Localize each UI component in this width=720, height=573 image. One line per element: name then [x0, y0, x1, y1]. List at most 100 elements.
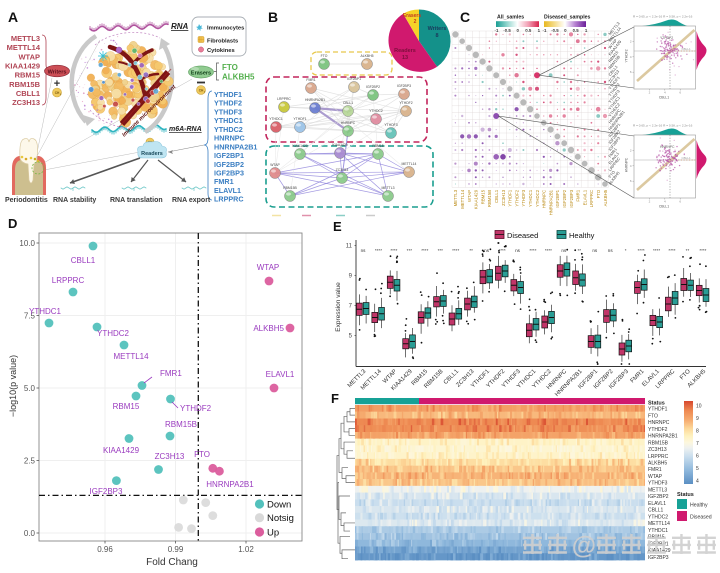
- svg-text:5: 5: [696, 466, 699, 472]
- svg-text:WTAP: WTAP: [257, 263, 280, 272]
- svg-text:HNRNPC: HNRNPC: [648, 420, 670, 426]
- svg-text:LRPPRC: LRPPRC: [214, 195, 244, 204]
- svg-text:RBM15B: RBM15B: [648, 440, 669, 446]
- svg-text:YTHDC2: YTHDC2: [214, 125, 243, 134]
- svg-text:****: ****: [421, 248, 428, 253]
- svg-text:METTL3: METTL3: [453, 189, 458, 206]
- svg-text:RBM15B: RBM15B: [283, 186, 297, 190]
- svg-text:LRPPRC: LRPPRC: [648, 454, 669, 460]
- svg-text:HNRNPA2B1: HNRNPA2B1: [548, 189, 553, 215]
- svg-text:0.99: 0.99: [168, 545, 184, 554]
- svg-text:IGF2BP3: IGF2BP3: [397, 84, 411, 88]
- svg-text:2: 2: [414, 19, 417, 25]
- svg-text:***: ***: [438, 248, 444, 253]
- svg-text:RBM15: RBM15: [113, 402, 140, 411]
- svg-text:8: 8: [435, 33, 438, 39]
- svg-text:****: ****: [545, 248, 552, 253]
- svg-text:CBLL1: CBLL1: [343, 101, 353, 105]
- svg-text:CBLL1: CBLL1: [659, 205, 669, 209]
- svg-text:HNRNPC: HNRNPC: [542, 190, 547, 208]
- svg-text:RNA export: RNA export: [172, 197, 211, 204]
- svg-text:13: 13: [402, 55, 408, 61]
- svg-text:YTHDF2: YTHDF2: [660, 36, 673, 40]
- svg-text:KIAA1429: KIAA1429: [292, 144, 307, 148]
- svg-text:Erasers: Erasers: [403, 13, 422, 19]
- svg-text:HNRNPA2B1: HNRNPA2B1: [648, 434, 678, 440]
- svg-text:YTHDF2: YTHDF2: [399, 101, 412, 105]
- svg-text:CBLL1: CBLL1: [607, 64, 619, 77]
- svg-text:METTL3: METTL3: [11, 34, 40, 43]
- svg-text:FTO: FTO: [222, 63, 238, 72]
- svg-text:FMR1: FMR1: [214, 177, 234, 186]
- svg-text:Status: Status: [648, 401, 665, 407]
- svg-text:ZC3H13: ZC3H13: [12, 98, 40, 107]
- svg-text:11: 11: [346, 244, 353, 250]
- svg-text:6: 6: [679, 91, 681, 95]
- svg-text:Readers: Readers: [141, 151, 163, 157]
- svg-text:YTHDC1: YTHDC1: [528, 189, 533, 207]
- svg-text:Up: Up: [267, 528, 279, 539]
- svg-text:6: 6: [630, 70, 632, 74]
- svg-text:ALKBH5: ALKBH5: [222, 73, 255, 82]
- svg-text:ns: ns: [484, 248, 490, 253]
- svg-text:HNRNPC: HNRNPC: [214, 134, 245, 143]
- svg-text:FMR1: FMR1: [648, 467, 662, 473]
- svg-text:IGF2BP3: IGF2BP3: [648, 555, 669, 561]
- svg-text:METTL3: METTL3: [648, 487, 667, 493]
- svg-text:KIAA1429: KIAA1429: [332, 143, 347, 147]
- svg-text:Writers: Writers: [428, 26, 447, 32]
- svg-text:*: *: [625, 248, 627, 253]
- svg-text:****: ****: [638, 248, 645, 253]
- svg-text:FMR1: FMR1: [607, 146, 618, 158]
- svg-text:ns: ns: [592, 248, 598, 253]
- svg-text:0.5: 0.5: [573, 28, 580, 33]
- svg-text:RBM15B: RBM15B: [9, 80, 40, 89]
- svg-text:WTAP: WTAP: [467, 190, 472, 202]
- svg-text:Diseased_samples: Diseased_samples: [544, 15, 591, 21]
- svg-text:CBLL1: CBLL1: [648, 508, 664, 514]
- svg-text:FTO: FTO: [596, 189, 601, 198]
- svg-text:KIAA1429: KIAA1429: [103, 446, 140, 455]
- svg-text:ZC3H13: ZC3H13: [501, 189, 506, 206]
- svg-text:5: 5: [349, 334, 353, 340]
- svg-text:-1: -1: [543, 28, 547, 33]
- svg-text:YTHDF2: YTHDF2: [214, 99, 242, 108]
- svg-text:0: 0: [516, 28, 519, 33]
- svg-text:CBLL1: CBLL1: [16, 89, 40, 98]
- svg-text:WTAP: WTAP: [18, 52, 40, 61]
- svg-text:ns: ns: [361, 248, 367, 253]
- svg-text:@: @: [572, 532, 596, 560]
- svg-text:Down: Down: [267, 500, 291, 511]
- svg-text:YTHDF2: YTHDF2: [625, 49, 629, 62]
- svg-text:YTHDF2: YTHDF2: [180, 404, 212, 413]
- svg-text:6: 6: [630, 179, 632, 183]
- svg-text:HNRNPC: HNRNPC: [341, 121, 356, 125]
- svg-text:****: ****: [390, 248, 397, 253]
- svg-text:Periodontitis: Periodontitis: [5, 197, 48, 204]
- svg-text:R = 0.65, p < 2.2e-16 R = 0: R = 0.65, p < 2.2e-16 R = 0.58, p < 2.2e…: [633, 124, 693, 128]
- svg-text:WTAP: WTAP: [648, 474, 663, 480]
- svg-text:6: 6: [679, 200, 681, 204]
- svg-text:RBM15B: RBM15B: [487, 190, 492, 207]
- svg-text:LRPPRC: LRPPRC: [52, 276, 85, 285]
- svg-text:10: 10: [696, 404, 702, 410]
- svg-text:ZC3H13: ZC3H13: [648, 447, 667, 453]
- svg-text:IGF2BP1: IGF2BP1: [347, 77, 361, 81]
- svg-text:****: ****: [452, 248, 459, 253]
- svg-text:ALKBH5: ALKBH5: [360, 54, 373, 58]
- svg-text:Immunocytes: Immunocytes: [207, 26, 244, 32]
- svg-text:4: 4: [664, 200, 666, 204]
- svg-text:ALKBH5: ALKBH5: [648, 460, 667, 466]
- svg-text:Diseased: Diseased: [507, 231, 538, 240]
- svg-text:ALKBH5: ALKBH5: [603, 189, 608, 206]
- svg-text:IGF2BP2: IGF2BP2: [366, 85, 380, 89]
- svg-text:YTHDC2: YTHDC2: [535, 189, 540, 207]
- svg-text:YTHDF2: YTHDF2: [514, 189, 519, 206]
- svg-text:1: 1: [585, 28, 588, 33]
- svg-text:HNRNPA2B1: HNRNPA2B1: [206, 480, 254, 489]
- svg-text:Erasers: Erasers: [191, 71, 211, 77]
- svg-text:-0.5: -0.5: [551, 28, 559, 33]
- svg-text:ZC3H13: ZC3H13: [155, 452, 185, 461]
- svg-text:D: D: [8, 216, 17, 231]
- svg-text:3: 3: [60, 94, 62, 96]
